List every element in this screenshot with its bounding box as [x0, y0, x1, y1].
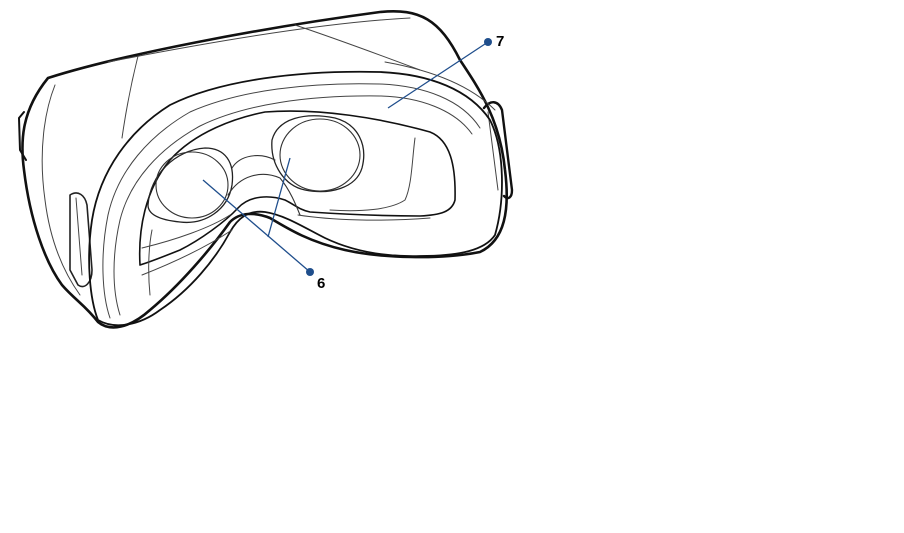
callout-6: 6	[202, 157, 325, 292]
headset-body	[18, 10, 514, 329]
eye-opening	[138, 110, 456, 266]
left-lens-housing	[147, 147, 234, 223]
nose-bridge	[227, 155, 301, 216]
left-strap-clip	[18, 111, 27, 161]
callout-7-dot	[484, 38, 492, 46]
callout-6-label: 6	[317, 275, 325, 292]
left-lens	[155, 151, 229, 219]
facial-cushion	[88, 70, 503, 327]
headset-outer-shell	[21, 10, 509, 329]
callout-6-dot	[306, 268, 314, 276]
callout-7: 7	[387, 33, 504, 109]
callout-7-label: 7	[496, 33, 504, 50]
callout-7-leader	[387, 41, 489, 109]
callout-6-leader-right	[267, 157, 291, 238]
facial-cushion-outer	[88, 70, 503, 327]
left-side-button	[69, 192, 93, 288]
callout-6-leader-left	[202, 179, 311, 273]
lenses	[147, 115, 365, 223]
right-lens	[279, 118, 361, 192]
right-strap-clip	[482, 101, 514, 200]
right-lens-housing	[271, 115, 365, 193]
